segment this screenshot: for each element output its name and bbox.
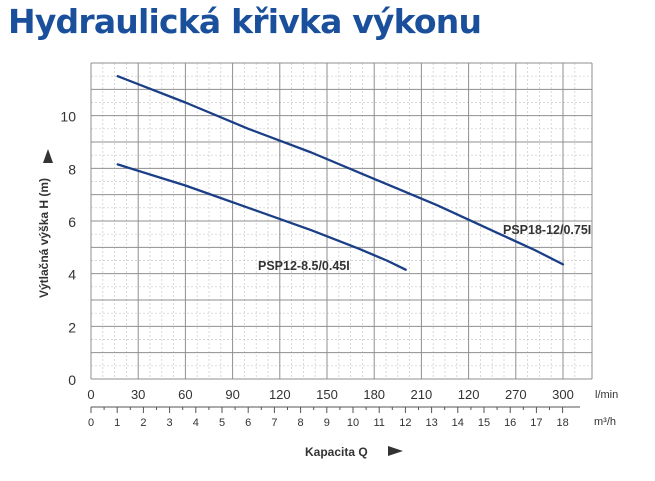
x-tick-label-secondary: 14 bbox=[452, 417, 464, 429]
x-tick-label-secondary: 11 bbox=[373, 417, 384, 429]
x-tick-label-primary: 180 bbox=[363, 387, 385, 402]
x-tick-label-secondary: 4 bbox=[193, 417, 199, 429]
x-tick-label-primary: 210 bbox=[411, 387, 433, 402]
x-axis-title: Kapacita Q bbox=[305, 445, 368, 459]
x-axis-arrow bbox=[388, 446, 403, 456]
x-tick-label-primary: 60 bbox=[178, 387, 192, 402]
y-tick-label: 0 bbox=[68, 372, 76, 388]
x-tick-label-secondary: 13 bbox=[425, 417, 437, 429]
x-unit-primary: l/min bbox=[595, 389, 618, 401]
x-tick-label-secondary: 17 bbox=[530, 417, 542, 429]
x-tick-label-primary: 90 bbox=[225, 387, 239, 402]
x-tick-label-secondary: 16 bbox=[504, 417, 516, 429]
series-line bbox=[116, 75, 565, 266]
series-line bbox=[116, 163, 407, 271]
x-tick-label-secondary: 3 bbox=[167, 417, 173, 429]
x-tick-label-secondary: 15 bbox=[478, 417, 490, 429]
x-tick-label-primary: 120 bbox=[458, 387, 480, 402]
series-label-psp18: PSP18-12/0.75I bbox=[503, 223, 591, 237]
y-tick-label: 2 bbox=[68, 319, 76, 335]
y-axis-title: Výtlačná výška H (m) bbox=[37, 178, 51, 298]
x-tick-label-primary: 30 bbox=[131, 387, 145, 402]
x-tick-label-secondary: 18 bbox=[556, 417, 568, 429]
y-tick-label: 4 bbox=[68, 267, 76, 283]
x-tick-label-secondary: 9 bbox=[324, 417, 330, 429]
x-tick-label-secondary: 2 bbox=[140, 417, 146, 429]
x-tick-label-secondary: 7 bbox=[271, 417, 277, 429]
x-tick-label-primary: 300 bbox=[552, 387, 574, 402]
x-tick-label-secondary: 10 bbox=[347, 417, 359, 429]
x-tick-label-primary: 270 bbox=[505, 387, 527, 402]
x-tick-label-secondary: 5 bbox=[219, 417, 225, 429]
x-tick-label-secondary: 0 bbox=[88, 417, 94, 429]
x-tick-label-primary: 120 bbox=[269, 387, 291, 402]
x-tick-label-secondary: 1 bbox=[114, 417, 120, 429]
page-title: Hydraulická křivka výkonu bbox=[8, 2, 482, 41]
x-tick-label-secondary: 6 bbox=[245, 417, 251, 429]
y-axis-arrow bbox=[43, 149, 53, 163]
x-tick-label-primary: 150 bbox=[316, 387, 338, 402]
x-unit-secondary: m³/h bbox=[594, 416, 616, 428]
x-tick-label-secondary: 12 bbox=[399, 417, 411, 429]
y-tick-label: 6 bbox=[68, 214, 76, 230]
x-tick-label-primary: 0 bbox=[87, 387, 94, 402]
y-tick-label: 8 bbox=[68, 161, 76, 177]
x-tick-label-secondary: 8 bbox=[298, 417, 304, 429]
y-tick-label: 10 bbox=[60, 109, 76, 125]
series-label-psp12: PSP12-8.5/0.45I bbox=[258, 259, 350, 273]
